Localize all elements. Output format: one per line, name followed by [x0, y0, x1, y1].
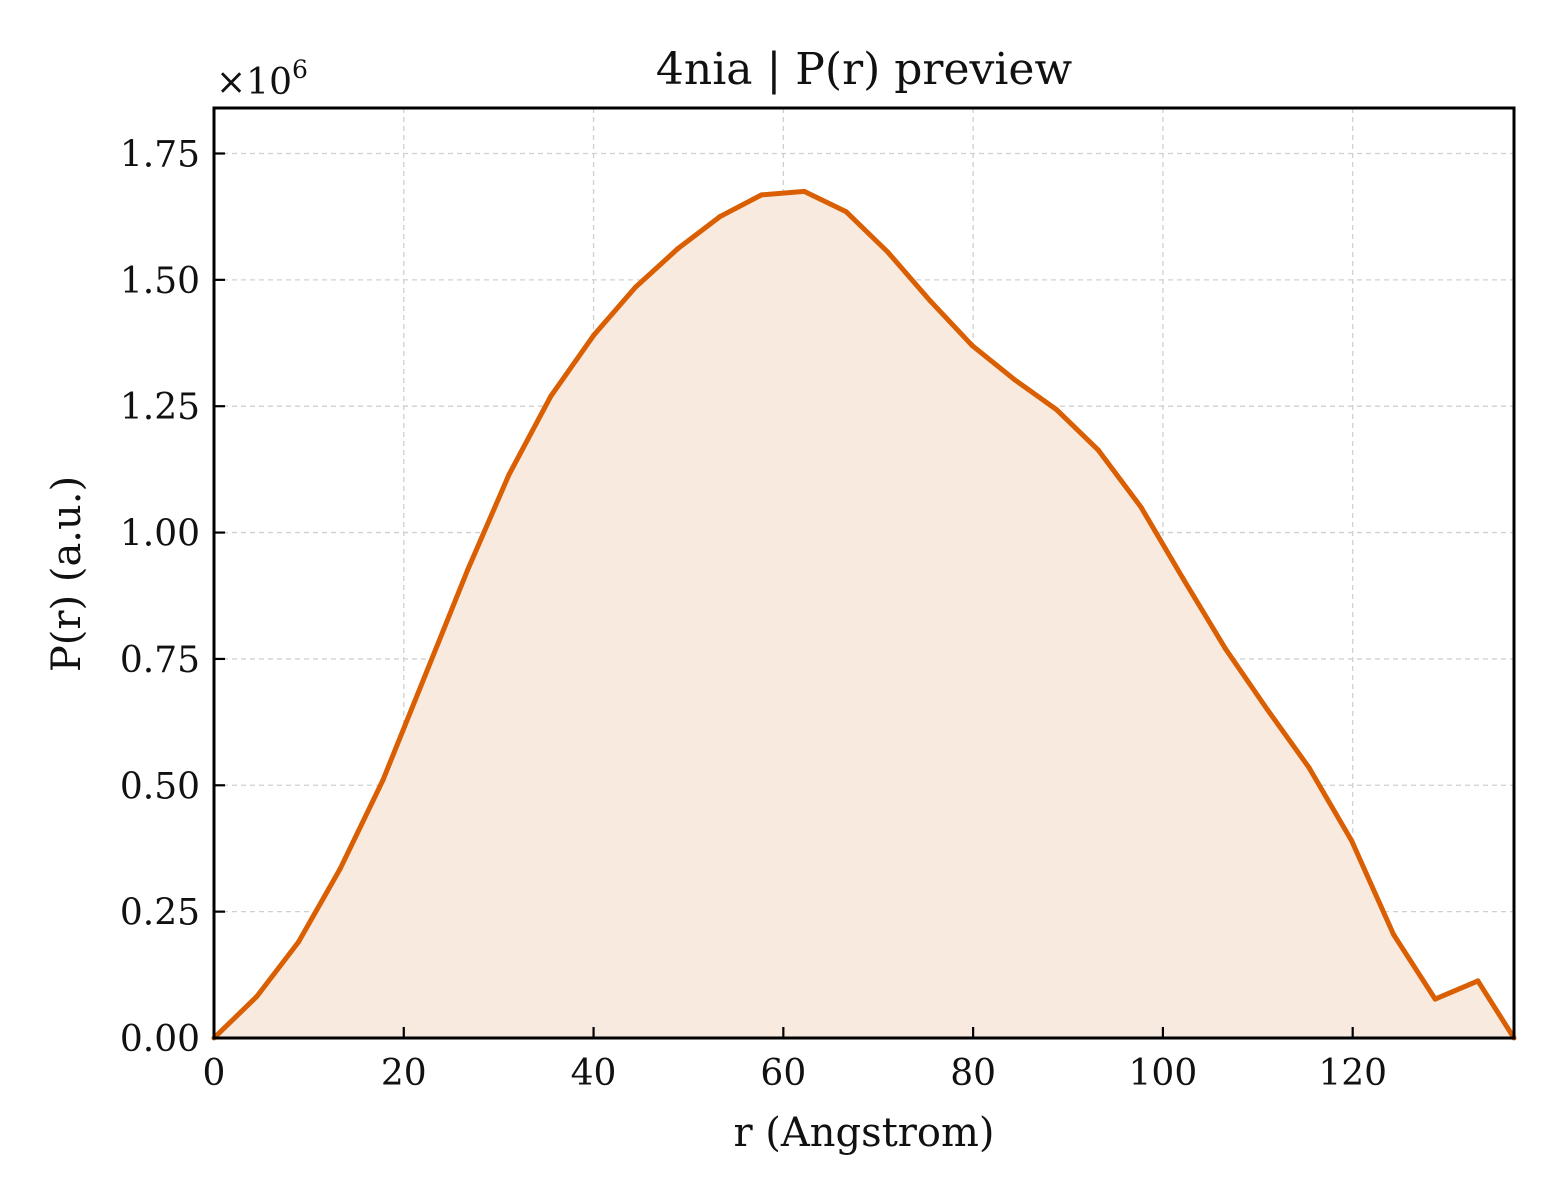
pr-area-fill [214, 191, 1514, 1038]
data-point [927, 298, 933, 304]
data-point [1475, 978, 1481, 984]
data-point [591, 332, 597, 338]
data-point [801, 188, 807, 194]
y-tick-label: 0.75 [120, 640, 200, 681]
y-multiplier-base: ×10 [216, 62, 292, 103]
data-point [1306, 765, 1312, 771]
y-axis-label: P(r) (a.u.) [44, 476, 90, 672]
data-point [717, 214, 723, 220]
x-tick-label: 80 [950, 1053, 996, 1094]
pr-series-line [212, 188, 1517, 1040]
data-point [380, 777, 386, 783]
data-point [1264, 706, 1270, 712]
y-tick-label: 1.25 [120, 387, 200, 428]
x-tick-label: 60 [760, 1053, 806, 1094]
series-layer [211, 188, 1517, 1041]
data-point [422, 674, 428, 680]
data-point [632, 284, 638, 290]
x-tick-label: 120 [1318, 1053, 1387, 1094]
data-point [1432, 996, 1438, 1002]
x-axis-label: r (Angstrom) [733, 1110, 994, 1156]
data-point [1138, 504, 1144, 510]
data-point [675, 246, 681, 252]
data-point [1223, 646, 1229, 652]
data-point [1180, 575, 1186, 581]
data-point [759, 192, 765, 198]
data-point [1095, 447, 1101, 453]
data-point [843, 209, 849, 215]
data-point [885, 249, 891, 255]
y-tick-label: 1.00 [120, 514, 200, 555]
data-point [464, 567, 470, 573]
x-tick-label: 20 [381, 1053, 427, 1094]
data-point [254, 994, 260, 1000]
data-point [1012, 377, 1018, 383]
data-point [1390, 931, 1396, 937]
data-point [1349, 838, 1355, 844]
data-point [1054, 407, 1060, 413]
y-axis-multiplier: ×106 [216, 55, 308, 103]
plot-frame [212, 106, 1516, 1040]
data-point [969, 343, 975, 349]
data-point [295, 939, 301, 945]
data-point [337, 866, 343, 872]
axis-ticks: 0 20 40 60 80 100 120 0.00 0.25 0.50 0.75 1.00 1.25 1… [120, 134, 1387, 1094]
y-tick-label: 1.50 [120, 261, 200, 302]
data-point [506, 471, 512, 477]
x-tick-label: 40 [571, 1053, 617, 1094]
chart-title: 4nia | P(r) preview [656, 44, 1073, 95]
y-tick-label: 1.75 [120, 134, 200, 175]
y-tick-label: 0.50 [120, 766, 200, 807]
y-multiplier-exponent: 6 [292, 55, 308, 84]
x-tick-label: 0 [203, 1053, 226, 1094]
y-tick-label: 0.00 [120, 1019, 200, 1060]
data-point [548, 393, 554, 399]
x-tick-label: 100 [1129, 1053, 1198, 1094]
y-tick-label: 0.25 [120, 893, 200, 934]
